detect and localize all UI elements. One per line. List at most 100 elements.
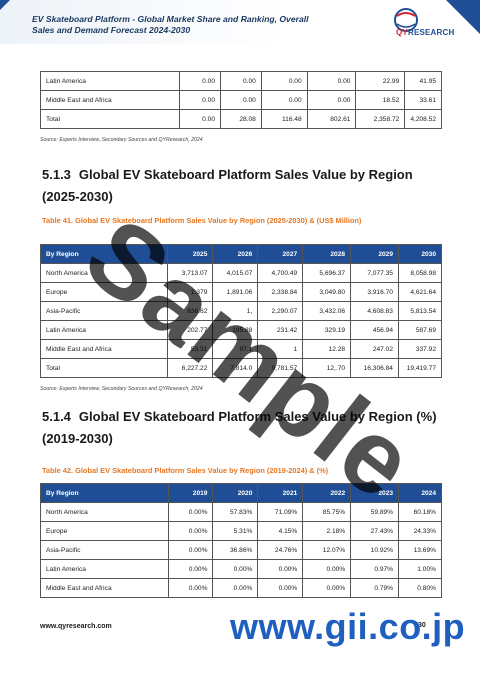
section-number: 5.1.4 [42,409,71,424]
row-label: Total [39,358,169,378]
column-header-year: 2020 [212,483,259,503]
table-cell: 0.00 [306,90,357,110]
table-cell: 10.92% [350,540,400,560]
table-cell: 802.61 [306,109,357,129]
column-header-year: 2030 [397,244,443,264]
table-cell: 0.00 [220,71,262,91]
section-heading-5-1-3: 5.1.3 Global EV Skateboard Platform Sales… [42,164,442,208]
table-row: Latin America 0.00 0.00 0.00 0.00 22.99 41.95 [39,71,442,91]
table-cell: 0.00% [212,578,259,598]
table-cell: 3,713.07 [167,263,214,283]
table-cell: 0.00 [179,71,222,91]
table-cell: 0.00% [167,540,214,560]
table-row: Middle East and Africa 53.31 97.1 1 12.28 247… [39,339,443,359]
table-cell: 13.69% [398,540,442,560]
table-cell: 247.02 [350,339,399,359]
logo-prefix: QY [396,28,408,37]
table-cell: 0.00% [257,578,304,598]
table-cell: 4.15% [257,521,304,541]
table-top-source: Source: Experts Interview, Secondary Sou… [40,137,203,143]
table-cell: 5.31% [212,521,259,541]
table-cell: 60.18% [398,502,442,522]
table-cell: 0.00 [306,71,357,91]
table-41: By Region 2025 2026 2027 2028 2029 2030 North … [39,244,443,378]
table-cell: 0.00 [260,90,308,110]
table-cell: 59.89% [350,502,400,522]
table-cell: 1,891.06 [212,282,259,302]
table-cell: 24.33% [398,521,442,541]
table-cell: 0.00 [260,71,308,91]
table-row: Europe 0.00% 5.31% 4.15% 2.18% 27.43% 24.33% [40,521,442,541]
table-cell: 53.31 [167,339,214,359]
table-cell: 195.88 [212,320,259,340]
table-cell: 9,781.57 [257,358,304,378]
table-cell: 28.08 [220,109,262,129]
table-cell: 0.00% [167,502,214,522]
column-header-year: 2026 [212,244,259,264]
column-header-year: 2028 [302,244,352,264]
table-cell: 7,814.0 [212,358,259,378]
table-cell: 8,058.98 [397,263,443,283]
table-row: Asia-Pacific 0.00% 36.86% 24.76% 12.07% 10.92… [40,540,442,560]
table-cell: 22.99 [355,71,406,91]
table-cell: 27.43% [350,521,400,541]
column-header-year: 2021 [257,483,304,503]
table-cell: 57.83% [212,502,259,522]
page-number: 30 [418,622,426,629]
table-cell: 0.79% [350,578,400,598]
row-label: North America [40,502,169,522]
row-label: Europe [39,282,169,302]
table-row: Latin America 0.00% 0.00% 0.00% 0.00% 0.97% 1.… [40,559,442,579]
table-41-caption: Table 41. Global EV Skateboard Platform … [42,216,362,225]
table-row: Total 0.00 28.08 116.48 802.61 2,358.72 4,208.… [39,109,442,129]
table-cell: 329.19 [302,320,352,340]
column-header-year: 2023 [350,483,400,503]
row-label: Middle East and Africa [39,90,181,110]
logo-brand: RESEARCH [407,28,455,37]
column-header-region: By Region [39,244,169,264]
table-cell: 0.80% [398,578,442,598]
table-cell: 0.97% [350,559,400,579]
table-cell: 97.1 [212,339,259,359]
document-title: EV Skateboard Platform - Global Market S… [32,14,309,35]
table-cell: 2.18% [302,521,352,541]
table-cell: 3,432.06 [302,301,352,321]
table-42: By Region 2019 2020 2021 2022 2023 2024 North … [40,483,442,598]
row-label: Asia-Pacific [40,540,169,560]
table-cell: 1.00% [398,559,442,579]
table-cell: 85.75% [302,502,352,522]
table-cell: 0.00 [220,90,262,110]
table-cell: 4,621.64 [397,282,443,302]
table-row: Asia-Pacific 836.62 1, 2,290.07 3,432.06 4,60… [39,301,443,321]
column-header-region: By Region [40,483,169,503]
table-cell: 0.00% [167,578,214,598]
table-cell: 4,700.49 [257,263,304,283]
row-label: Asia-Pacific [39,301,169,321]
table-cell: 1,379 [167,282,214,302]
table-top-continued: Latin America 0.00 0.00 0.00 0.00 22.99 41.95 M… [39,71,442,129]
table-cell: 71.09% [257,502,304,522]
gii-watermark: www.gii.co.jp [230,606,466,647]
table-cell: 0.00 [179,109,222,129]
section-number: 5.1.3 [42,167,71,182]
row-label: Middle East and Africa [40,578,169,598]
table-cell: 4,015.07 [212,263,259,283]
table-cell: 0.00% [302,559,352,579]
table-cell: 0.00% [167,559,214,579]
table-cell: 337.92 [397,339,443,359]
row-label: Latin America [40,559,169,579]
table-cell: 0.00% [257,559,304,579]
table-row: Latin America 202.77 195.88 231.42 329.19 456… [39,320,443,340]
column-header-year: 2024 [398,483,442,503]
table-row: Europe 1,379 1,891.06 2,338.84 3,049.80 3,916… [39,282,443,302]
table-cell: 1 [257,339,304,359]
corner-accent-left [0,0,10,10]
column-header-year: 2019 [167,483,214,503]
row-label: Latin America [39,320,169,340]
table-cell: 116.48 [260,109,308,129]
table-cell: 5,696.37 [302,263,352,283]
table-cell: 587.69 [397,320,443,340]
column-header-year: 2025 [167,244,214,264]
table-cell: 231.42 [257,320,304,340]
